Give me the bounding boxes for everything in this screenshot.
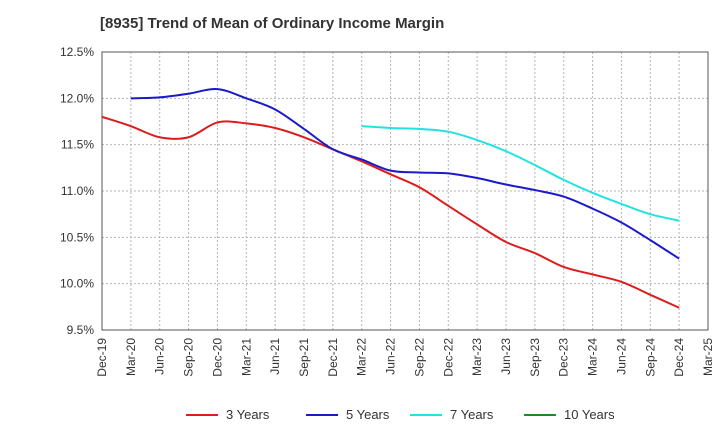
x-tick-label: Dec-22 [441,338,455,377]
series-line-7-years [361,125,680,222]
series-line-3-years [101,115,680,309]
x-tick-label: Sep-23 [528,338,542,377]
x-tick-label: Jun-22 [384,338,398,375]
x-tick-label: Mar-20 [124,338,138,376]
legend-label-3-years: 3 Years [226,407,270,422]
x-tick-label: Jun-24 [614,338,628,375]
x-tick-label: Mar-23 [470,338,484,376]
x-tick-label: Mar-25 [701,338,715,376]
y-tick-label: 10.0% [60,277,94,291]
x-tick-label: Jun-23 [499,338,513,375]
series-lines [101,87,680,309]
x-tick-label: Sep-20 [182,338,196,377]
series-line-5-years [130,87,680,260]
y-tick-label: 12.5% [60,45,94,59]
legend-label-10-years: 10 Years [564,407,615,422]
x-tick-label: Dec-23 [557,338,571,377]
x-tick-label: Mar-21 [239,338,253,376]
legend-label-5-years: 5 Years [346,407,390,422]
legend-label-7-years: 7 Years [450,407,494,422]
x-tick-label: Jun-21 [268,338,282,375]
axes: 12.5% 12.0% 11.5% 11.0% 10.5% 10.0% 9.5%Dec-19… [60,45,715,377]
y-tick-label: 11.5% [61,138,94,152]
x-tick-label: Mar-24 [586,338,600,376]
x-tick-label: Sep-24 [643,338,657,377]
legend: 3 Years 5 Years 7 Years 10 Years [186,407,615,422]
x-tick-label: Dec-21 [326,338,340,377]
chart-title: [8935] Trend of Mean of Ordinary Income … [100,15,445,32]
x-tick-label: Sep-21 [297,338,311,377]
x-tick-label: Dec-19 [95,338,109,377]
x-tick-label: Mar-22 [355,338,369,376]
x-tick-label: Dec-20 [210,338,224,377]
y-tick-label: 11.0% [61,184,94,198]
x-tick-label: Jun-20 [153,338,167,375]
y-tick-label: 10.5% [60,230,94,244]
x-tick-label: Dec-24 [672,338,686,377]
y-tick-label: 12.0% [60,91,94,105]
plot-frame [101,51,709,331]
x-tick-label: Sep-22 [412,338,426,377]
y-tick-label: 9.5% [67,323,95,337]
